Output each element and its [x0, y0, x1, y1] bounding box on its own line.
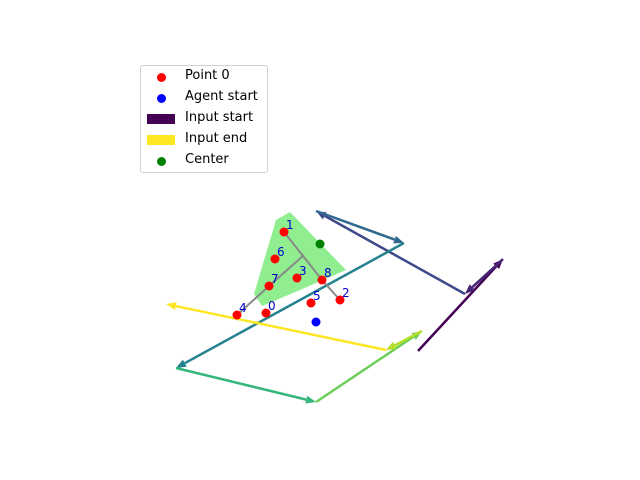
- point-marker: [335, 295, 345, 305]
- legend-label: Input end: [185, 131, 248, 146]
- point-layer: 0 1 2 3 4 5 6 7 8: [232, 218, 350, 327]
- legend-marker: [147, 114, 175, 124]
- legend-entry: Point 0: [141, 67, 267, 87]
- point-marker: [261, 308, 271, 318]
- input-vector: [175, 304, 387, 352]
- legend-label: Center: [185, 152, 229, 167]
- legend-entry: Input start: [141, 109, 267, 129]
- point-label: 0: [268, 299, 276, 313]
- legend-marker: [157, 94, 166, 103]
- legend-marker: [147, 135, 175, 145]
- vector-arrowhead: [166, 302, 177, 310]
- legend-marker: [157, 157, 166, 166]
- point-label: 2: [342, 286, 350, 300]
- vector-arrowhead: [465, 284, 476, 294]
- vector-arrowhead: [393, 235, 404, 244]
- point-label: 8: [324, 266, 332, 280]
- point-marker: [270, 254, 280, 264]
- point-marker: [232, 310, 242, 320]
- input-vector: [175, 366, 307, 401]
- point-marker: [306, 298, 316, 308]
- vector-arrowhead: [305, 395, 316, 404]
- agent-start-marker: [311, 317, 321, 327]
- legend-label: Agent start: [185, 89, 258, 104]
- legend-label: Input start: [185, 110, 254, 125]
- vector-arrowhead: [386, 341, 397, 350]
- legend-label: Point 0: [185, 68, 230, 83]
- vector-arrowhead: [176, 359, 187, 368]
- legend: Point 0 Agent start Input start Input en…: [140, 65, 268, 173]
- vector-layer: [166, 209, 504, 404]
- point-label: 4: [239, 301, 247, 315]
- legend-entry: Center: [141, 151, 267, 171]
- input-vector: [184, 241, 405, 365]
- point-label: 7: [271, 272, 279, 286]
- legend-marker: [157, 73, 166, 82]
- point-marker: [264, 281, 274, 291]
- point-label: 3: [299, 264, 307, 278]
- point-marker: [279, 227, 289, 237]
- legend-entry: Agent start: [141, 88, 267, 108]
- input-vector: [394, 329, 423, 347]
- input-vector: [324, 214, 466, 296]
- center-marker: [315, 239, 325, 249]
- point-label: 1: [286, 218, 294, 232]
- input-vector: [315, 209, 396, 241]
- point-marker: [292, 273, 302, 283]
- point-marker: [317, 275, 327, 285]
- input-vector: [471, 258, 504, 289]
- legend-entry: Input end: [141, 130, 267, 150]
- point-label: 6: [277, 245, 285, 259]
- point-label: 5: [313, 289, 321, 303]
- input-vector: [417, 265, 498, 352]
- input-vector: [315, 335, 415, 404]
